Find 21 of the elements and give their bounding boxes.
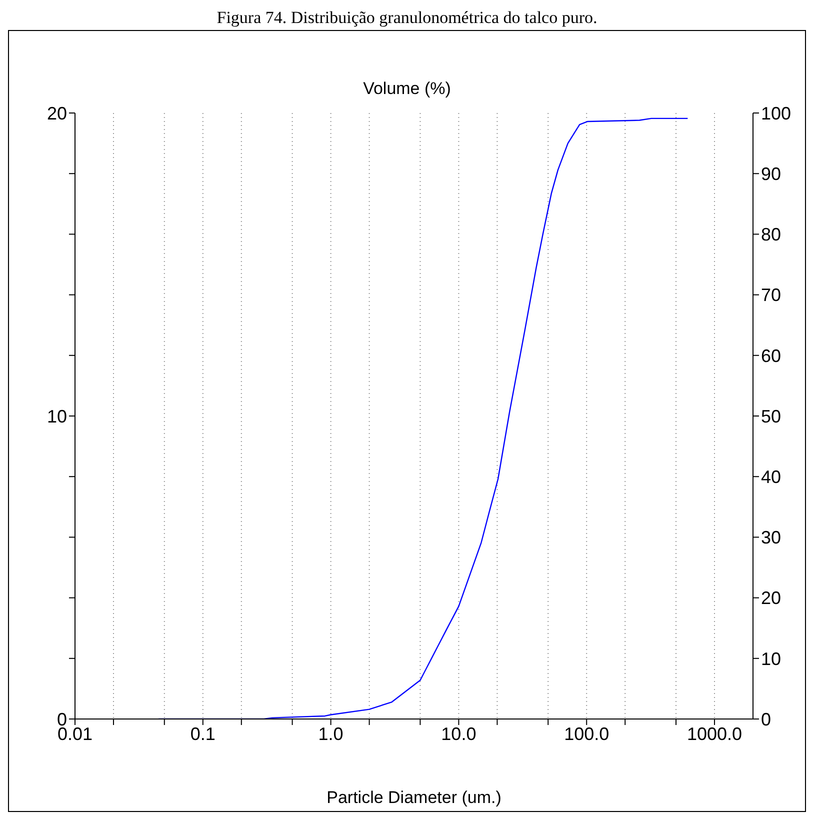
y-tick-label: 20 xyxy=(46,103,67,124)
y-tick-label: 10 xyxy=(46,406,67,426)
chart-title: Figura 74. Distribuição granulonométrica do talco puro. xyxy=(216,8,598,29)
x-tick-label: 100.0 xyxy=(564,724,610,744)
y2-tick-label: 20 xyxy=(761,588,782,608)
x-axis-title: Particle Diameter (um.) xyxy=(326,788,502,807)
y2-tick-label: 70 xyxy=(761,285,782,306)
x-tick-label: 0.1 xyxy=(190,724,216,744)
y2-tick-label: 40 xyxy=(761,466,782,487)
y2-tick-label: 100 xyxy=(761,103,792,124)
y2-tick-label: 80 xyxy=(761,224,782,245)
y2-tick-label: 30 xyxy=(761,528,782,548)
y2-tick-label: 0 xyxy=(761,709,772,730)
y2-tick-label: 50 xyxy=(761,406,782,426)
y-axis-title: Volume (%) xyxy=(362,79,452,99)
x-tick-label: 1.0 xyxy=(318,724,344,744)
x-tick-label: 1000.0 xyxy=(686,724,742,744)
y2-tick-label: 90 xyxy=(761,164,782,184)
x-tick-label: 10.0 xyxy=(441,724,476,744)
y2-tick-label: 60 xyxy=(761,346,782,366)
y2-tick-label: 10 xyxy=(761,648,782,669)
